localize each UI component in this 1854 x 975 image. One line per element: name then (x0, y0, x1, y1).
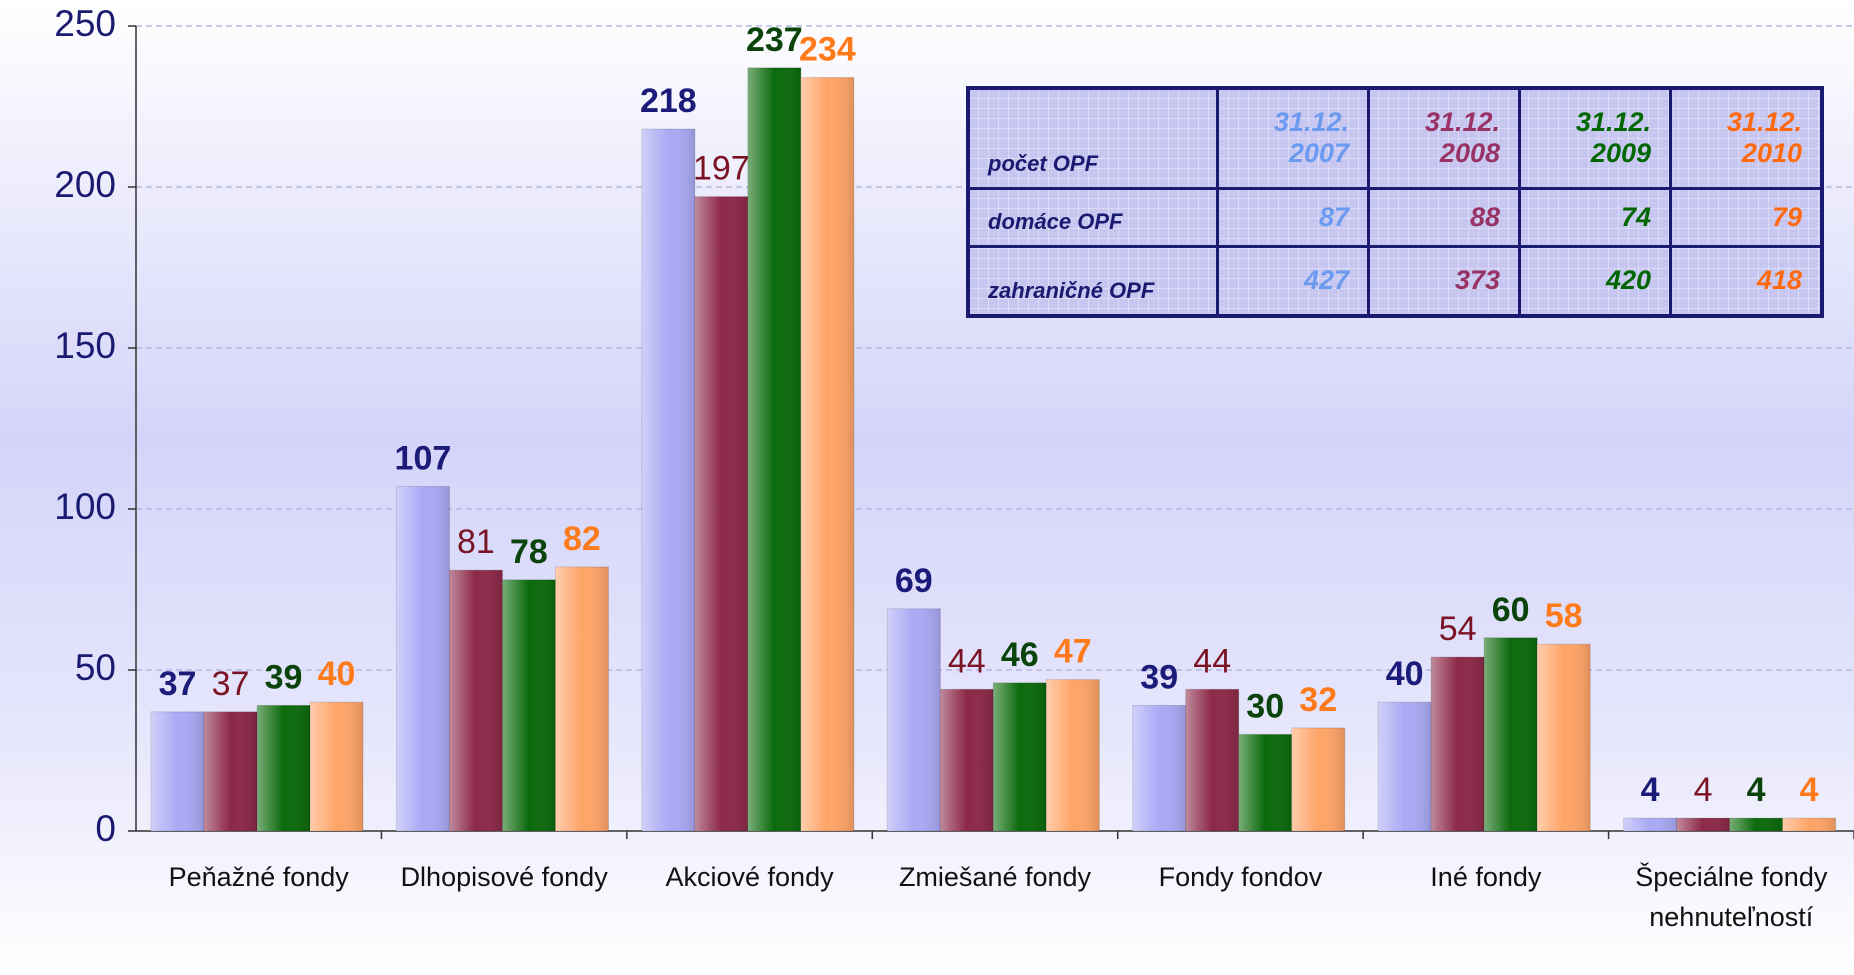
bar-shine (940, 689, 994, 831)
line: 31.12. (1726, 107, 1802, 138)
cell: 87 (1216, 186, 1370, 248)
data-label: 37 (159, 665, 197, 703)
x-tick-label: Dlhopisové fondy (400, 862, 608, 892)
data-label: 60 (1492, 591, 1530, 629)
bar-shine (449, 570, 503, 831)
x-tick-label: Fondy fondov (1158, 862, 1323, 892)
row-label: domáce OPF (966, 186, 1219, 248)
bar-shine (1132, 705, 1186, 831)
bar-shine (800, 77, 854, 831)
bar-shine (747, 67, 801, 832)
col-head: 31.12. 2009 (1518, 86, 1672, 190)
bar-shine (1729, 818, 1783, 831)
bar-shine (1484, 637, 1538, 831)
data-label: 40 (318, 655, 356, 693)
col-head: 31.12. 2008 (1367, 86, 1521, 190)
cell: 373 (1367, 244, 1521, 318)
bar-shine (1537, 644, 1591, 831)
cell: 418 (1669, 244, 1824, 318)
corner: počet OPF (966, 86, 1219, 190)
data-label: 4 (1800, 771, 1819, 809)
data-label: 39 (1140, 658, 1178, 696)
bar-shine (310, 702, 363, 831)
cell: 427 (1216, 244, 1370, 318)
data-label: 237 (746, 21, 803, 59)
data-label: 4 (1641, 771, 1660, 809)
x-tick-label: Peňažné fondy (168, 862, 349, 892)
bar-shine (993, 682, 1047, 831)
line: 31.12. (1575, 107, 1651, 138)
data-label: 81 (457, 523, 495, 561)
bar-shine (641, 129, 695, 832)
x-tick-label: Špeciálne fondy nehnuteľností (1635, 862, 1828, 932)
line: 2009 (1590, 138, 1651, 169)
y-tick-label: 200 (54, 164, 116, 205)
data-label: 44 (948, 642, 986, 680)
data-label: 30 (1246, 687, 1284, 725)
y-tick-label: 0 (95, 808, 116, 849)
data-label: 4 (1694, 771, 1713, 809)
data-label: 58 (1545, 597, 1583, 635)
data-label: 4 (1747, 771, 1766, 809)
y-tick-label: 50 (75, 647, 116, 688)
data-label: 32 (1299, 681, 1337, 719)
cell: 420 (1518, 244, 1672, 318)
bar-shine (257, 705, 310, 831)
summary-table: počet OPF 31.12. 2007 31.12. 2008 31.12. 20… (966, 86, 1824, 318)
data-label: 234 (799, 31, 856, 69)
y-tick-label: 150 (54, 325, 116, 366)
col-head: 31.12. 2010 (1669, 86, 1824, 190)
row-label: zahraničné OPF (966, 244, 1219, 318)
data-label: 37 (212, 665, 250, 703)
line: 2008 (1439, 138, 1500, 169)
y-tick-label: 250 (54, 3, 116, 44)
table-row: zahraničné OPF 427 373 420 418 (966, 244, 1824, 318)
bar-shine (1782, 818, 1836, 831)
data-label: 39 (265, 658, 303, 696)
line: 31.12. (1273, 107, 1349, 138)
bar-shine (1291, 727, 1345, 831)
col-head: 31.12. 2007 (1216, 86, 1370, 190)
cell: 88 (1367, 186, 1521, 248)
bar-shine (1623, 818, 1677, 831)
data-label: 46 (1001, 636, 1039, 674)
bar-shine (204, 711, 257, 831)
bar-shine (1185, 689, 1239, 831)
data-label: 44 (1193, 642, 1231, 680)
line: 2010 (1741, 138, 1802, 169)
bar-shine (555, 566, 609, 831)
bar-shine (151, 711, 204, 831)
table-row: domáce OPF 87 88 74 79 (966, 186, 1824, 248)
data-label: 69 (895, 562, 933, 600)
bar-shine (396, 486, 450, 831)
data-label: 40 (1386, 655, 1424, 693)
cell: 79 (1669, 186, 1824, 248)
line: 2007 (1288, 138, 1349, 169)
data-label: 107 (395, 439, 452, 477)
x-tick-label: Zmiešané fondy (898, 862, 1092, 892)
bar-shine (1431, 657, 1485, 831)
bar-shine (1238, 734, 1292, 831)
data-label: 78 (510, 533, 548, 571)
bar-shine (694, 196, 748, 831)
data-label: 197 (693, 150, 750, 188)
bar-shine (1676, 818, 1730, 831)
data-label: 47 (1054, 633, 1092, 671)
x-tick-label: Iné fondy (1430, 862, 1542, 892)
bar-shine (1046, 679, 1100, 831)
data-label: 218 (640, 82, 697, 120)
bar-shine (1378, 702, 1432, 831)
line: 31.12. (1424, 107, 1500, 138)
y-tick-label: 100 (54, 486, 116, 527)
bar-shine (502, 579, 556, 831)
bar-shine (887, 608, 941, 831)
x-tick-label: Akciové fondy (665, 862, 834, 892)
data-label: 54 (1439, 610, 1477, 648)
data-label: 82 (563, 520, 601, 558)
cell: 74 (1518, 186, 1672, 248)
